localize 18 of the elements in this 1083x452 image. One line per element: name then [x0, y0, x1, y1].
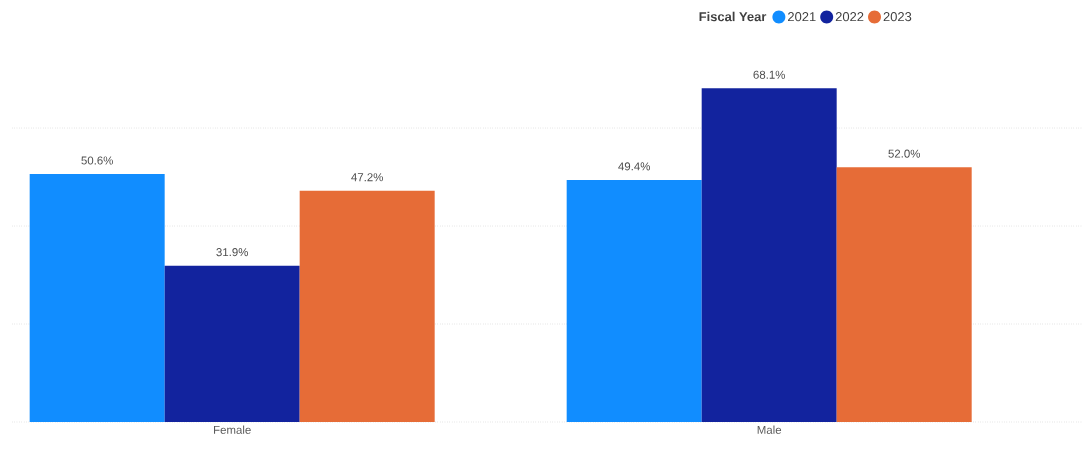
- data-label: 68.1%: [753, 70, 786, 79]
- data-label: 49.4%: [618, 162, 651, 171]
- bar: [29, 174, 165, 422]
- bar: [299, 190, 435, 422]
- bar: [164, 265, 300, 422]
- data-label: 47.2%: [351, 173, 384, 182]
- bar: [836, 167, 972, 422]
- data-label: 31.9%: [216, 248, 249, 257]
- x-tick-label: Male: [757, 425, 782, 434]
- bar: [566, 179, 702, 422]
- bar: [701, 88, 837, 422]
- legend-label: 2022: [835, 12, 864, 22]
- x-tick-label: Female: [214, 425, 251, 434]
- data-label: 50.6%: [81, 156, 113, 165]
- data-label: 52.0%: [888, 149, 921, 158]
- legend-title: Fiscal Year: [699, 11, 767, 22]
- legend-label: 2021: [788, 12, 816, 22]
- legend-label: 2023: [883, 12, 912, 22]
